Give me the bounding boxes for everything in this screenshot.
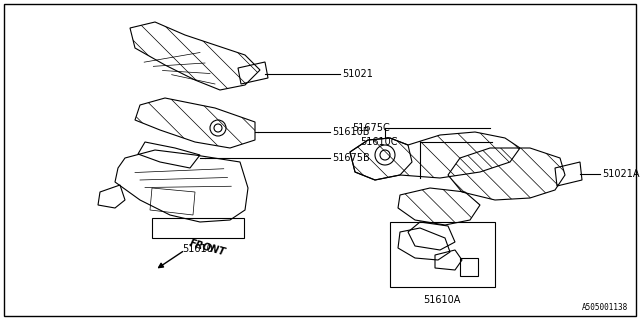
Text: 51021A: 51021A	[602, 169, 639, 179]
Text: FRONT: FRONT	[188, 238, 227, 258]
Text: 51610B: 51610B	[332, 127, 369, 137]
Bar	[460, 258, 478, 276]
Text: A505001138: A505001138	[582, 303, 628, 312]
Text: 51610: 51610	[182, 244, 213, 254]
Text: 51610A: 51610A	[423, 295, 461, 305]
Text: 51675B: 51675B	[332, 153, 370, 163]
Text: 51610C: 51610C	[360, 137, 397, 147]
Bar	[390, 222, 495, 287]
Bar	[152, 218, 244, 238]
Text: 51021: 51021	[342, 69, 373, 79]
Text: 51675C: 51675C	[352, 123, 390, 133]
